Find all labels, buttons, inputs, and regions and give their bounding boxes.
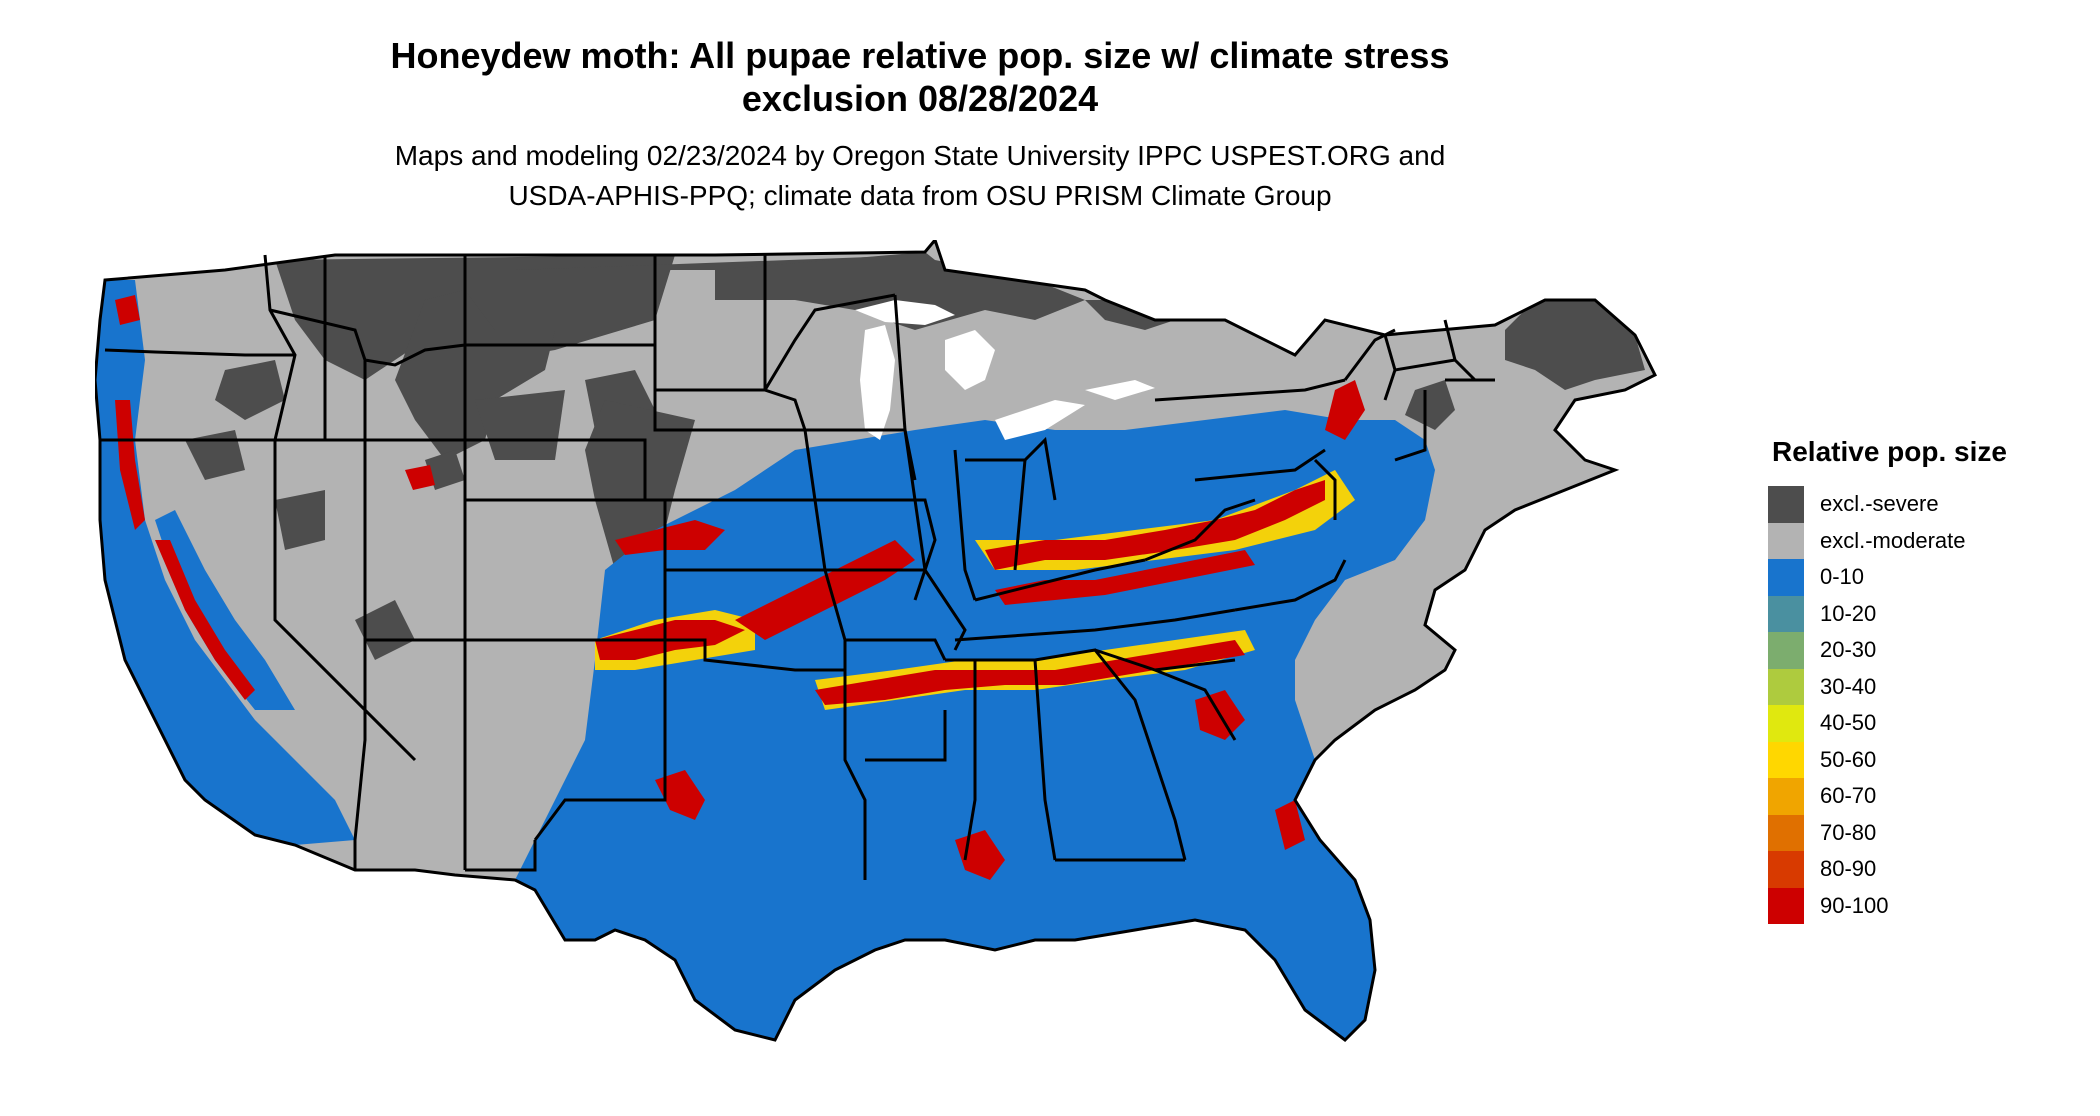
legend-label: 60-70 bbox=[1820, 783, 1877, 809]
great-lakes bbox=[855, 300, 1155, 440]
map-fill-layer bbox=[95, 240, 1655, 1040]
legend-label: 20-30 bbox=[1820, 637, 1877, 663]
subtitle-line-1: Maps and modeling 02/23/2024 by Oregon S… bbox=[394, 140, 1446, 171]
subtitle-line-2: USDA-APHIS-PPQ; climate data from OSU PR… bbox=[508, 180, 1332, 211]
legend-item: 50-60 bbox=[1768, 741, 2088, 778]
legend-swatch bbox=[1768, 559, 1804, 596]
legend-rows: excl.-severe excl.-moderate 0-10 10-20 20-30… bbox=[1768, 486, 2088, 924]
legend-item: 60-70 bbox=[1768, 778, 2088, 815]
state-borders bbox=[95, 240, 1658, 1042]
legend-item: 20-30 bbox=[1768, 632, 2088, 669]
legend-item: excl.-severe bbox=[1768, 486, 2088, 523]
legend-item: 30-40 bbox=[1768, 668, 2088, 705]
legend: Relative pop. size excl.-severe excl.-mod… bbox=[1768, 434, 2088, 924]
legend-label: 0-10 bbox=[1820, 564, 1865, 590]
legend-item: 70-80 bbox=[1768, 814, 2088, 851]
legend-label: 50-60 bbox=[1820, 746, 1877, 772]
legend-title: Relative pop. size bbox=[1772, 436, 2007, 467]
legend-item: 0-10 bbox=[1768, 559, 2088, 596]
legend-swatch bbox=[1768, 741, 1804, 778]
legend-swatch bbox=[1768, 486, 1804, 523]
legend-swatch bbox=[1768, 522, 1804, 559]
legend-item: 90-100 bbox=[1768, 887, 2088, 924]
legend-swatch bbox=[1768, 851, 1804, 888]
severe-exclusion-zones bbox=[185, 252, 1645, 660]
legend-swatch bbox=[1768, 595, 1804, 632]
legend-swatch bbox=[1768, 778, 1804, 815]
legend-label: excl.-severe bbox=[1820, 491, 1939, 517]
legend-label: 10-20 bbox=[1820, 600, 1877, 626]
legend-item: 40-50 bbox=[1768, 705, 2088, 742]
title-line-1: Honeydew moth: All pupae relative pop. s… bbox=[390, 35, 1450, 76]
us-map-svg bbox=[95, 240, 1658, 1042]
legend-item: 10-20 bbox=[1768, 595, 2088, 632]
legend-label: 80-90 bbox=[1820, 856, 1877, 882]
legend-label: 70-80 bbox=[1820, 819, 1877, 845]
legend-label: excl.-moderate bbox=[1820, 527, 1966, 553]
legend-label: 30-40 bbox=[1820, 673, 1877, 699]
title-line-2: exclusion 08/28/2024 bbox=[741, 78, 1099, 119]
legend-item: excl.-moderate bbox=[1768, 522, 2088, 559]
legend-label: 40-50 bbox=[1820, 710, 1877, 736]
map-title: Honeydew moth: All pupae relative pop. s… bbox=[0, 34, 1840, 120]
legend-swatch bbox=[1768, 668, 1804, 705]
legend-item: 80-90 bbox=[1768, 851, 2088, 888]
us-map bbox=[95, 240, 1735, 1110]
legend-swatch bbox=[1768, 705, 1804, 742]
legend-swatch bbox=[1768, 632, 1804, 669]
map-subtitle: Maps and modeling 02/23/2024 by Oregon S… bbox=[0, 136, 1840, 216]
legend-label: 90-100 bbox=[1820, 892, 1889, 918]
legend-swatch bbox=[1768, 814, 1804, 851]
legend-swatch bbox=[1768, 887, 1804, 924]
